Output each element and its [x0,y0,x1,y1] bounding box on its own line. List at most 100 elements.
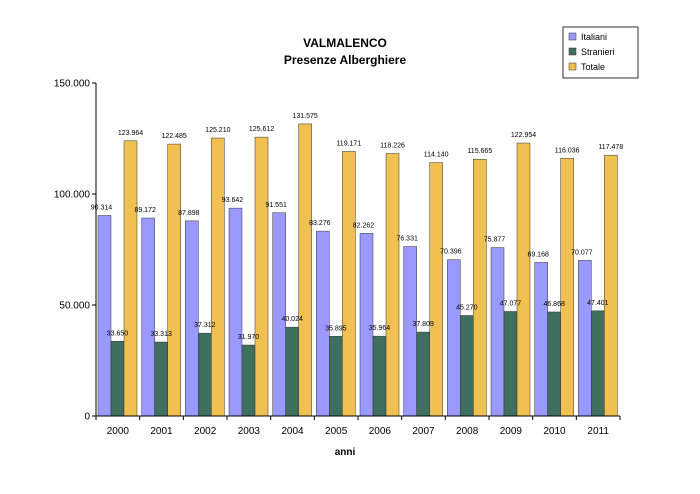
bar-italiani [97,215,112,417]
bar-stranieri [241,344,256,417]
data-label-stranieri: 47.401 [587,300,609,307]
data-label-stranieri: 47.077 [500,300,522,307]
bar-italiani [141,217,155,417]
bar-italiani [534,262,548,417]
legend-swatch-italiani [568,32,577,41]
legend: Italiani Stranieri Totale [562,26,639,79]
data-label-totale: 125.612 [249,126,274,133]
bar-stranieri [416,331,430,417]
bar-totale [167,143,181,417]
data-label-italiani: 83.276 [309,220,331,227]
x-tick-label: 2004 [281,426,304,437]
x-tick-label: 2011 [587,426,609,437]
bar-italiani [185,220,199,417]
bar-italiani [228,207,243,417]
bar-stranieri [547,311,561,417]
data-label-italiani: 91.551 [265,202,287,209]
data-label-italiani: 75.877 [484,237,506,244]
bar-totale [342,151,356,417]
x-tick-label: 2000 [107,426,130,437]
bar-italiani [447,259,461,417]
bars-group [97,123,618,417]
x-tick-label: 2003 [238,426,261,437]
legend-label-stranieri: Stranieri [581,47,615,57]
y-tick-label: 100.000 [54,190,91,201]
bar-stranieri [110,341,125,417]
data-label-italiani: 69.168 [527,251,549,258]
x-tick-label: 2002 [194,426,217,437]
x-tick-label: 2007 [412,426,435,437]
data-label-totale: 115.665 [467,148,492,155]
data-label-totale: 131.575 [293,113,318,120]
bar-totale [560,158,574,417]
bar-stranieri [285,326,299,417]
y-tick-label: 0 [84,412,90,423]
data-label-italiani: 70.077 [571,249,593,256]
data-label-stranieri: 37.312 [194,322,216,329]
bar-stranieri [503,311,518,417]
x-tick-label: 2008 [456,426,479,437]
y-tick-label: 50.000 [59,301,90,312]
data-label-italiani: 89.172 [134,207,156,214]
data-label-stranieri: 35.895 [325,325,347,332]
data-label-stranieri: 45.270 [456,305,478,312]
bar-totale [516,142,531,417]
data-label-italiani: 82.262 [353,222,375,229]
data-label-totale: 122.485 [162,133,187,140]
data-label-stranieri: 35.964 [369,325,391,332]
bar-totale [385,153,400,417]
data-label-totale: 123.964 [118,130,143,137]
data-label-stranieri: 40.024 [281,316,303,323]
legend-swatch-stranieri [568,47,577,56]
chart-title: VALMALENCO [303,36,387,50]
bar-stranieri [329,336,343,417]
bar-stranieri [460,315,474,417]
data-label-totale: 117.478 [598,144,623,151]
x-tick-label: 2009 [500,426,523,437]
y-tick-label: 150.000 [54,79,91,90]
bar-stranieri [372,335,387,417]
x-tick-label: 2001 [150,426,173,437]
bar-stranieri [591,310,605,417]
x-tick-label: 2005 [325,426,348,437]
legend-label-italiani: Italiani [581,32,607,42]
data-label-stranieri: 46.868 [543,301,565,308]
data-label-totale: 116.036 [555,147,580,154]
data-label-totale: 118.226 [380,143,405,150]
bar-italiani [272,212,286,417]
data-label-italiani: 70.396 [440,249,462,256]
legend-label-totale: Totale [581,62,605,72]
data-label-totale: 125.210 [205,127,230,134]
data-label-italiani: 93.642 [222,197,244,204]
data-labels-group: 90.314 89.172 87.898 93.642 91.551 83.276 82.2… [91,113,624,341]
bar-italiani [490,247,505,417]
bar-italiani [403,246,417,417]
x-tick-label: 2010 [543,426,566,437]
data-label-stranieri: 31.970 [238,334,260,341]
bar-totale [429,162,443,417]
bar-italiani [578,260,592,417]
bar-totale [123,140,138,417]
bar-italiani [316,230,330,417]
data-label-stranieri: 37.809 [412,321,434,328]
data-label-totale: 119.171 [336,140,361,147]
bar-totale [211,137,225,417]
bar-totale [604,154,618,417]
legend-swatch-totale [568,62,577,71]
axes-group: 0 50.000 100.000 150.000 2000 2001 2002 2003 200… [54,79,621,437]
data-label-stranieri: 33.650 [107,330,129,337]
bar-totale [298,123,312,417]
data-label-totale: 122.954 [511,132,536,139]
x-tick-label: 2006 [369,426,392,437]
data-label-italiani: 87.898 [178,210,200,217]
bar-totale [473,158,487,417]
chart-subtitle: Presenze Alberghiere [284,53,407,67]
data-label-totale: 114.140 [424,152,449,159]
data-label-italiani: 90.314 [91,205,113,212]
bar-totale [254,136,269,417]
data-label-italiani: 76.331 [396,236,418,243]
data-label-stranieri: 33.313 [150,331,172,338]
bar-stranieri [198,332,212,417]
bar-stranieri [154,341,168,417]
